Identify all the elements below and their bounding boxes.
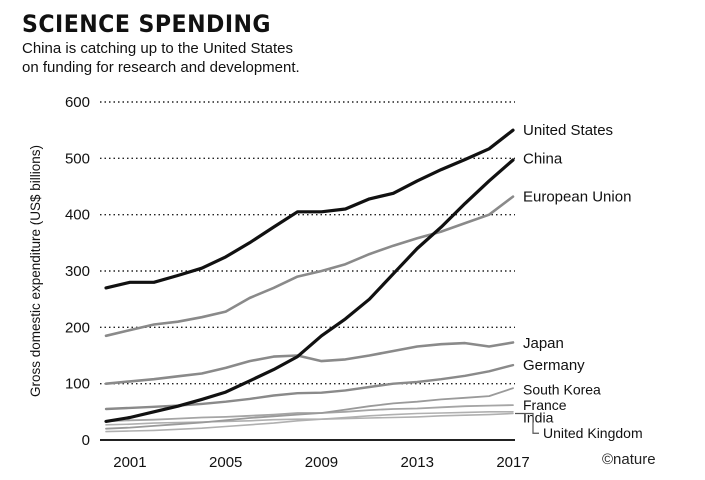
x-tick-label: 2017 bbox=[496, 454, 529, 471]
chart-subtitle-line-1: China is catching up to the United State… bbox=[22, 40, 293, 57]
series-labels: United States China European Union Japan Ger… bbox=[515, 122, 643, 441]
y-tick-label: 300 bbox=[65, 263, 90, 280]
y-tick-label: 600 bbox=[65, 94, 90, 111]
series-line-united-states bbox=[104, 128, 515, 290]
y-tick-labels: 0 100 200 300 400 500 600 bbox=[65, 94, 90, 449]
x-tick-labels: 2001 2005 2009 2013 2017 bbox=[113, 454, 529, 471]
series-label-south-korea: South Korea bbox=[523, 381, 601, 397]
series-line-european-union bbox=[104, 195, 515, 338]
series-lines bbox=[104, 128, 515, 433]
label-leader-united-kingdom bbox=[515, 412, 539, 434]
chart-title: SCIENCE SPENDING bbox=[22, 10, 272, 38]
x-tick-label: 2009 bbox=[305, 454, 338, 471]
chart-subtitle-line-2: on funding for research and development. bbox=[22, 59, 300, 76]
y-axis-label: Gross domestic expenditure (US$ billions… bbox=[28, 145, 43, 397]
series-label-china: China bbox=[523, 150, 563, 167]
series-line-india bbox=[105, 410, 514, 433]
x-tick-label: 2005 bbox=[209, 454, 242, 471]
nature-credit: ©nature bbox=[602, 451, 656, 468]
series-label-japan: Japan bbox=[523, 335, 564, 352]
series-label-european-union: European Union bbox=[523, 189, 631, 206]
gridlines bbox=[100, 101, 515, 441]
series-label-germany: Germany bbox=[523, 357, 585, 374]
series-label-france: France bbox=[523, 397, 567, 413]
y-tick-label: 200 bbox=[65, 319, 90, 336]
y-tick-label: 400 bbox=[65, 207, 90, 224]
series-line-south-korea bbox=[105, 387, 514, 430]
y-tick-label: 500 bbox=[65, 150, 90, 167]
series-label-united-states: United States bbox=[523, 122, 613, 139]
series-line-china bbox=[104, 158, 515, 423]
series-line-japan bbox=[104, 341, 515, 386]
series-label-india: India bbox=[523, 409, 554, 425]
x-tick-label: 2013 bbox=[401, 454, 434, 471]
x-tick-label: 2001 bbox=[113, 454, 146, 471]
y-tick-label: 100 bbox=[65, 376, 90, 393]
series-line-germany bbox=[104, 363, 515, 411]
series-label-united-kingdom: United Kingdom bbox=[543, 425, 643, 441]
y-tick-label: 0 bbox=[82, 432, 90, 449]
